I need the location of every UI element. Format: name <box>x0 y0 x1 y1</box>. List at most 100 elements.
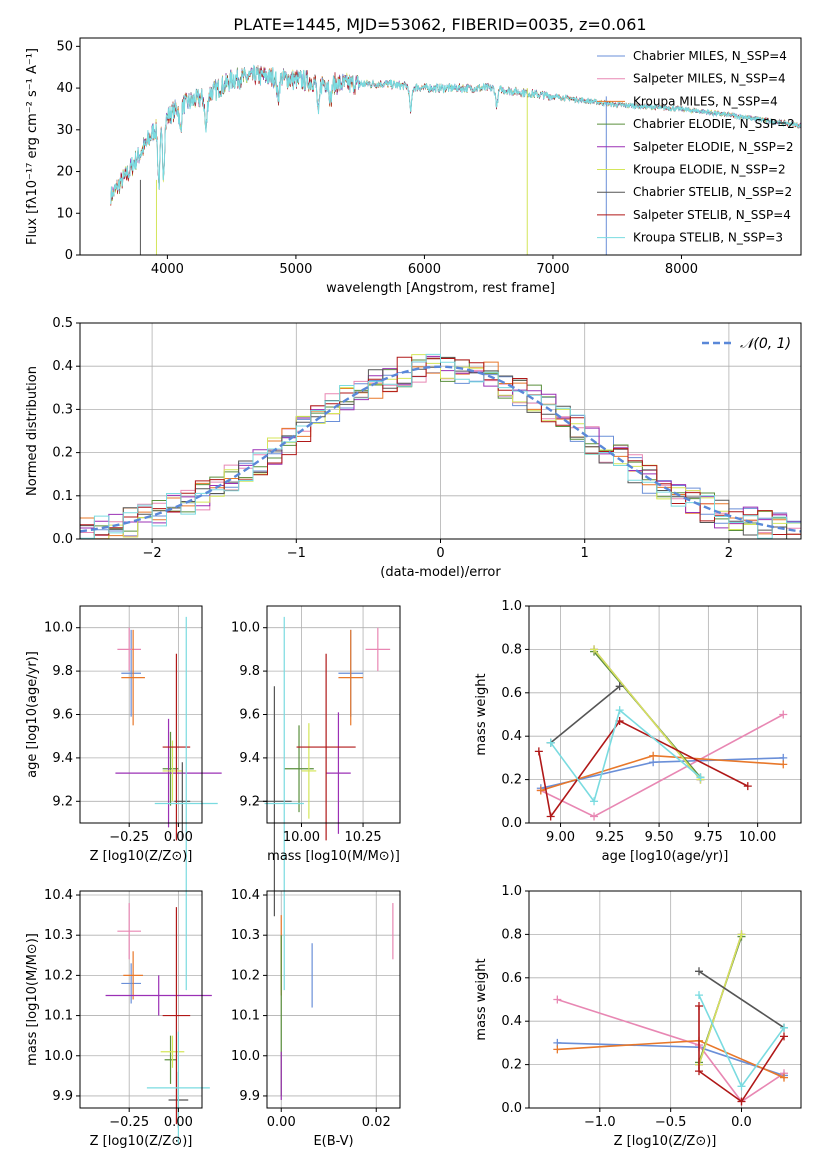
legend-label: 𝒩(0, 1) <box>740 336 791 352</box>
y-tick-label: 0.6 <box>501 686 522 701</box>
y-tick-label: 10.4 <box>231 888 260 903</box>
axes-frame <box>528 890 802 1109</box>
x-tick-label: 0.00 <box>164 1115 193 1130</box>
x-tick-label: 9.25 <box>595 830 624 845</box>
weight-marker <box>590 797 599 806</box>
histogram-series-8 <box>80 353 801 539</box>
y-tick-label: 10.3 <box>44 928 73 943</box>
legend: Chabrier MILES, N_SSP=4 Salpeter MILES, N… <box>597 49 795 245</box>
y-tick-label: 10.2 <box>231 968 260 983</box>
legend-label: Salpeter ELODIE, N_SSP=2 <box>633 140 794 154</box>
weight-series-7 <box>698 1006 785 1103</box>
y-tick-label: 0.3 <box>52 402 73 417</box>
y-tick-label: 9.4 <box>52 751 73 766</box>
weight-marker <box>553 1045 562 1054</box>
weight-marker <box>743 782 752 791</box>
weight-marker <box>590 812 599 821</box>
x-tick-label: −2 <box>143 546 162 561</box>
y-tick-label: 10.0 <box>231 621 260 636</box>
x-tick-label: 2 <box>725 546 733 561</box>
weight-marker <box>779 710 788 719</box>
y-tick-label: 50 <box>56 39 73 54</box>
weight-series-5 <box>593 648 702 781</box>
x-tick-label: 8000 <box>665 262 698 277</box>
y-tick-label: 0.2 <box>501 773 522 788</box>
normal-reference-curve <box>79 365 802 533</box>
x-tick-label: 10.25 <box>344 830 381 845</box>
y-axis-label: mass [log10(M/M⊙)] <box>25 933 40 1066</box>
weight-marker <box>534 747 543 756</box>
y-tick-label: 10.0 <box>44 621 73 636</box>
x-tick-label: 6000 <box>408 262 441 277</box>
x-tick-label: −0.25 <box>109 1115 149 1130</box>
figure-title: PLATE=1445, MJD=53062, FIBERID=0035, z=0… <box>233 15 646 34</box>
weight-series-8 <box>550 708 702 804</box>
axes-frame <box>79 37 802 256</box>
weight-marker <box>649 751 658 760</box>
weight-marker <box>737 1097 746 1106</box>
x-tick-label: −0.5 <box>655 1115 687 1130</box>
legend-label: Salpeter MILES, N_SSP=4 <box>633 72 786 86</box>
axes-frame <box>528 605 802 824</box>
x-tick-label: 0.02 <box>362 1115 391 1130</box>
x-tick-label: 1 <box>581 546 589 561</box>
x-axis-label: Z [log10(Z/Z⊙)] <box>90 849 193 864</box>
weight-marker <box>615 706 624 715</box>
weight-marker <box>615 682 624 691</box>
x-axis-label: mass [log10(M/M⊙)] <box>267 849 400 864</box>
axes-frame <box>79 890 203 1109</box>
y-tick-label: 9.8 <box>52 664 73 679</box>
weight-marker <box>780 1073 788 1082</box>
weight-series-7 <box>538 719 749 819</box>
weight-marker <box>553 995 562 1004</box>
y-tick-label: 9.4 <box>239 751 260 766</box>
y-tick-label: 0.1 <box>52 489 73 504</box>
x-tick-label: 0.00 <box>164 830 193 845</box>
legend: 𝒩(0, 1) <box>702 336 791 352</box>
y-tick-label: 9.2 <box>239 794 260 809</box>
weight-marker <box>696 773 705 782</box>
weight-marker <box>695 1002 703 1011</box>
y-tick-label: 9.6 <box>239 708 260 723</box>
weight-marker <box>780 1023 788 1032</box>
y-tick-label: 0.4 <box>501 1014 522 1029</box>
y-tick-label: 0.6 <box>501 971 522 986</box>
weight-marker <box>536 786 545 795</box>
y-tick-label: 10.3 <box>231 928 260 943</box>
x-tick-label: 4000 <box>151 262 184 277</box>
y-tick-label: 10.1 <box>231 1009 260 1024</box>
y-tick-label: 10.0 <box>231 1049 260 1064</box>
y-tick-label: 0.2 <box>52 446 73 461</box>
y-tick-label: 10.0 <box>44 1049 73 1064</box>
y-tick-label: 9.6 <box>52 708 73 723</box>
axes-frame <box>266 890 401 1109</box>
weight-marker <box>546 812 555 821</box>
histogram-series-5 <box>80 354 801 540</box>
weight-marker <box>695 1067 703 1076</box>
y-tick-label: 0.8 <box>501 927 522 942</box>
weight-marker <box>695 967 703 976</box>
weight-marker <box>779 760 788 769</box>
weight-series-6 <box>698 970 785 1029</box>
x-axis-label: Z [log10(Z/Z⊙)] <box>90 1134 193 1149</box>
legend-label: Chabrier ELODIE, N_SSP=2 <box>633 117 795 131</box>
x-axis-label: Z [log10(Z/Z⊙)] <box>614 1134 717 1149</box>
y-tick-label: 9.8 <box>239 664 260 679</box>
x-tick-label: 0.00 <box>267 1115 296 1130</box>
y-axis-label: Flux [fλ10⁻¹⁷ erg cm⁻² s⁻¹ A⁻¹] <box>25 48 40 245</box>
x-axis-label: age [log10(age/yr)] <box>602 849 729 864</box>
y-tick-label: 0.0 <box>501 1101 522 1116</box>
weight-series-5 <box>698 934 743 1065</box>
y-tick-label: 20 <box>56 165 73 180</box>
y-tick-label: 0.0 <box>52 532 73 547</box>
y-tick-label: 1.0 <box>501 599 522 614</box>
legend-label: Salpeter STELIB, N_SSP=4 <box>633 208 791 222</box>
weight-series-6 <box>550 685 621 744</box>
y-axis-label: age [log10(age/yr)] <box>25 651 40 778</box>
y-tick-label: 10.4 <box>44 888 73 903</box>
y-tick-label: 10.1 <box>44 1009 73 1024</box>
legend-label: Chabrier MILES, N_SSP=4 <box>633 49 787 63</box>
x-tick-label: 0.0 <box>731 1115 752 1130</box>
x-tick-label: 9.00 <box>546 830 575 845</box>
